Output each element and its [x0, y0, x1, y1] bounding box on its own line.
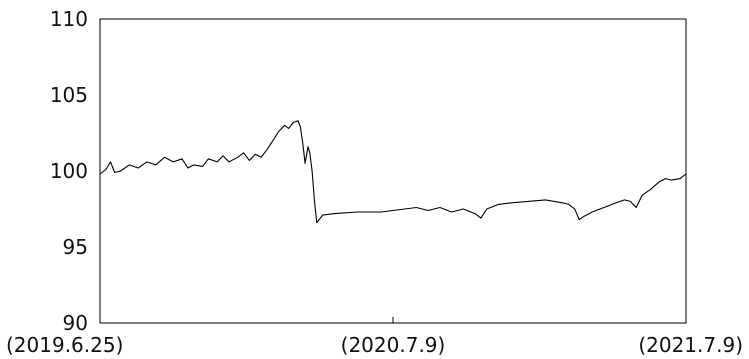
- y-tick-label: 110: [50, 7, 88, 31]
- series-group: [99, 120, 687, 224]
- x-tick-label: (2020.7.9): [341, 333, 446, 357]
- y-tick-label: 95: [63, 235, 88, 259]
- y-tick-label: 90: [63, 311, 88, 335]
- x-tick-label: (2019.6.25): [6, 333, 123, 357]
- y-tick-label: 100: [50, 159, 88, 183]
- plot-frame: [99, 18, 687, 324]
- series-line: [99, 120, 687, 224]
- y-tick-label: 105: [50, 83, 88, 107]
- y-axis: 90 95 100 105 110: [50, 7, 88, 335]
- x-axis: (2019.6.25) (2020.7.9) (2021.7.9): [6, 317, 743, 357]
- x-tick-label: (2021.7.9): [638, 333, 743, 357]
